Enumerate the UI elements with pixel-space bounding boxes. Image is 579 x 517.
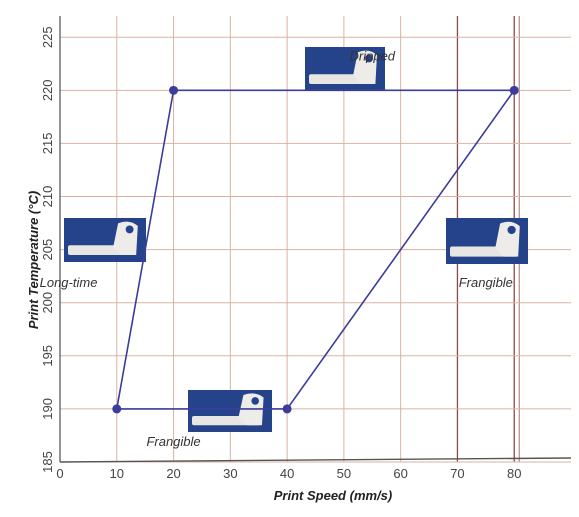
y-tick-label: 225	[40, 26, 55, 48]
data-point	[509, 85, 519, 95]
specimen-photo	[446, 218, 528, 264]
data-point	[282, 404, 292, 414]
y-axis-label: Print Temperature (°C)	[26, 191, 41, 329]
y-tick-label: 200	[40, 292, 55, 314]
annotation-label: Long-time	[40, 275, 98, 290]
y-tick-label: 220	[40, 79, 55, 101]
axes	[59, 16, 572, 463]
x-tick-label: 30	[223, 466, 237, 481]
x-tick-label: 10	[110, 466, 124, 481]
x-tick-labels: 0 10 20 30 40 50 60 70 80	[56, 466, 521, 481]
x-tick-label: 0	[56, 466, 63, 481]
x-tick-label: 60	[393, 466, 407, 481]
specimen-photo	[188, 390, 272, 432]
x-tick-label: 20	[166, 466, 180, 481]
specimen-hole	[507, 225, 516, 235]
x-tick-label: 80	[507, 466, 521, 481]
specimen-hole	[125, 225, 134, 234]
specimen-photos	[64, 47, 528, 432]
y-tick-label: 205	[40, 239, 55, 261]
y-tick-labels: 185 190 195 200 205 210 215 220 225	[40, 26, 55, 472]
x-axis-line	[59, 457, 572, 463]
series-lines	[115, 89, 515, 410]
specimen-photo	[305, 47, 385, 91]
specimen-hole	[365, 54, 373, 63]
y-tick-label: 185	[40, 451, 55, 473]
annotation-label: Frangible	[459, 275, 513, 290]
annotations: Dripped Long-time Frangible Frangible	[40, 49, 513, 449]
data-point	[112, 404, 122, 414]
series-line-segment	[286, 89, 515, 410]
x-tick-label: 70	[450, 466, 464, 481]
y-tick-label: 215	[40, 133, 55, 155]
specimen-photo	[64, 218, 146, 262]
specimen-hole	[251, 397, 259, 405]
x-tick-label: 40	[280, 466, 294, 481]
y-tick-label: 210	[40, 186, 55, 208]
y-tick-label: 190	[40, 398, 55, 420]
x-axis-label: Print Speed (mm/s)	[274, 488, 392, 503]
series-points	[112, 85, 519, 414]
x-tick-label: 50	[337, 466, 351, 481]
annotation-label: Frangible	[146, 434, 200, 449]
y-tick-label: 195	[40, 345, 55, 367]
data-point	[169, 85, 179, 95]
annotation-label: Dripped	[350, 49, 396, 64]
series-line-segment	[115, 90, 175, 410]
